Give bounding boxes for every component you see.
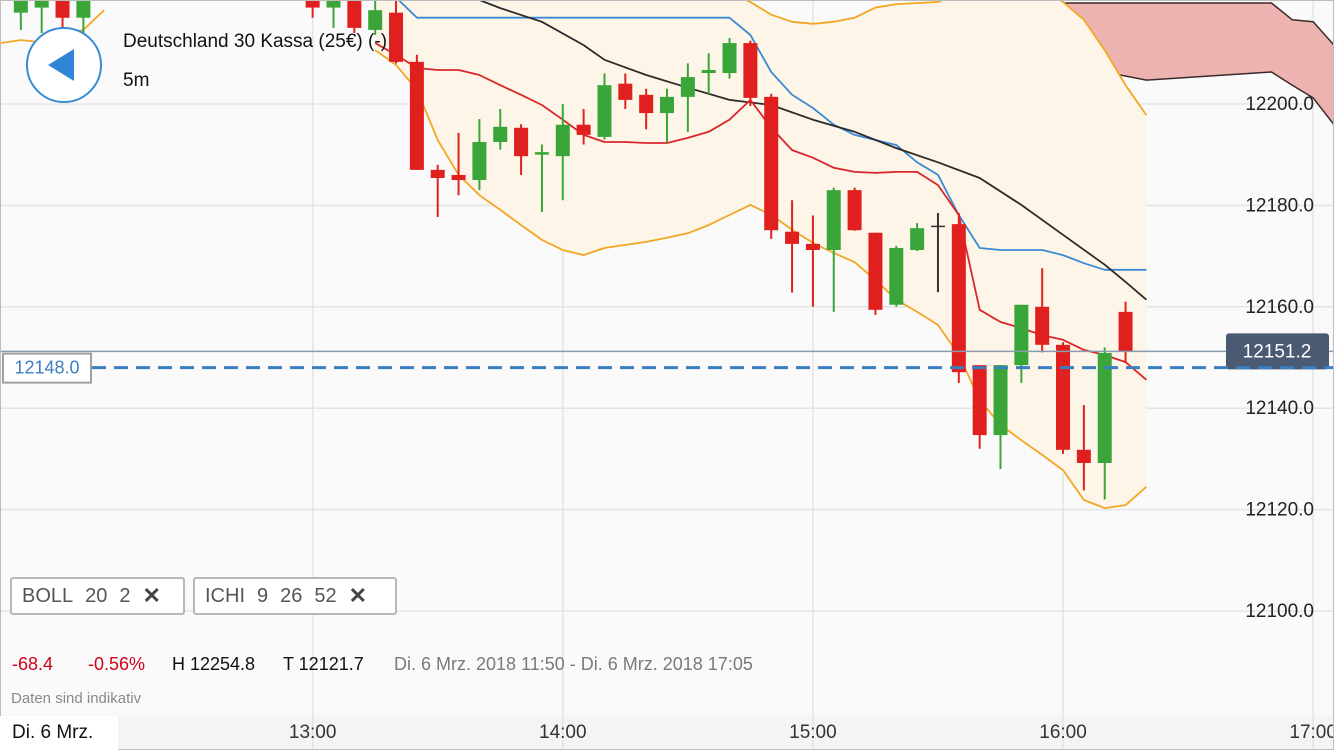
low: T 12121.7 [283,654,364,674]
indicator-param: 26 [280,584,303,607]
back-icon [48,49,74,81]
candle-body [389,12,404,62]
x-tick-label: 17:00 [1289,722,1334,743]
candle-body [326,0,341,8]
overlay: 13:00 14:00 15:00 16:00 17:00 12151.2 12148.0 1… [0,94,1334,743]
candle-body [409,61,424,170]
indicator-line [479,0,1147,301]
indicator-line [397,0,1147,271]
indicator-param: 20 [85,584,108,607]
bollinger-lower [374,49,1147,509]
candle-body [785,231,800,244]
candle-body [555,124,570,157]
remove-icon[interactable]: ✕ [348,583,368,608]
candle-body [1056,344,1071,450]
candle-body [660,96,674,114]
candle-body [889,247,904,305]
candle-body [993,365,1008,436]
candle-body [13,0,28,13]
change: -68.4 [12,654,54,674]
last-price-label: 12151.2 [1243,341,1312,362]
y-tick-label: 12100.0 [1245,601,1314,622]
y-tick-label: 12160.0 [1245,297,1314,318]
change-percent: -0.56% [88,654,146,674]
candle-body [451,174,466,181]
instrument-title: Deutschland 30 Kassa (25€) (-) [123,31,388,52]
candle-body [910,228,925,250]
indicator-param: 52 [314,584,337,607]
candle-body [472,141,487,181]
candle-body [618,83,633,100]
candle-body [576,124,591,135]
indicator-chip[interactable]: ICHI 9 26 52 ✕ [193,577,397,615]
x-axis-bar [0,715,1334,750]
plot-area [0,0,1334,509]
candle-body [764,96,779,231]
candle-body [430,169,445,178]
x-tick-label: 15:00 [789,722,837,743]
candle-body [805,243,820,250]
candle-body [55,0,70,18]
candle-body [347,0,362,28]
candle-body [722,43,737,74]
disclaimer: Daten sind indikativ [11,690,142,707]
candle-body [701,69,716,74]
alert-box [2,352,92,384]
back-button[interactable] [26,27,102,103]
candle-body [34,0,49,8]
candle-body [743,43,758,98]
alert-label: 12148.0 [14,357,79,377]
candle-body [930,225,945,228]
candle-body [1118,311,1133,352]
y-tick-label: 12200.0 [1245,94,1314,115]
candle-body [1097,352,1112,463]
last-price-box [1226,333,1329,370]
candle-body [868,232,883,310]
candle-body [951,224,966,373]
y-tick-label: 12180.0 [1245,195,1314,216]
candle-body [305,0,320,8]
candle-body [368,10,383,30]
interval-label[interactable]: 5m [123,70,150,91]
indicator-name: ICHI [205,584,245,607]
remove-icon[interactable]: ✕ [142,583,161,608]
candle-body [972,365,987,436]
high: H 12254.8 [172,654,256,674]
candle-body [493,126,508,142]
indicator-name: BOLL [22,584,74,607]
time-range: Di. 6 Mrz. 2018 11:50 - Di. 6 Mrz. 2018 … [394,654,753,674]
indicator-param: 9 [257,584,269,607]
y-tick-label: 12140.0 [1245,398,1314,419]
candle-body [826,190,841,250]
y-tick-label: 12120.0 [1245,500,1314,521]
indicator-chip[interactable]: BOLL 20 2 ✕ [10,577,185,615]
x-tick-label: 16:00 [1039,722,1087,743]
candle-body [639,94,654,114]
candle-body [76,0,91,18]
indicator-param: 2 [119,584,131,607]
x-tick-label: 13:00 [289,722,337,743]
x-tick-label: 14:00 [539,722,587,743]
candle-body [597,85,612,137]
candle-body [1076,449,1091,463]
candle-body [534,152,549,155]
candle-body [847,190,862,231]
candle-body [1035,306,1050,345]
candle-body [1014,304,1029,366]
bollinger-upper [743,0,1148,116]
candle-body [680,77,695,97]
date-label: Di. 6 Mrz. [0,716,118,750]
candle-body [514,127,529,157]
